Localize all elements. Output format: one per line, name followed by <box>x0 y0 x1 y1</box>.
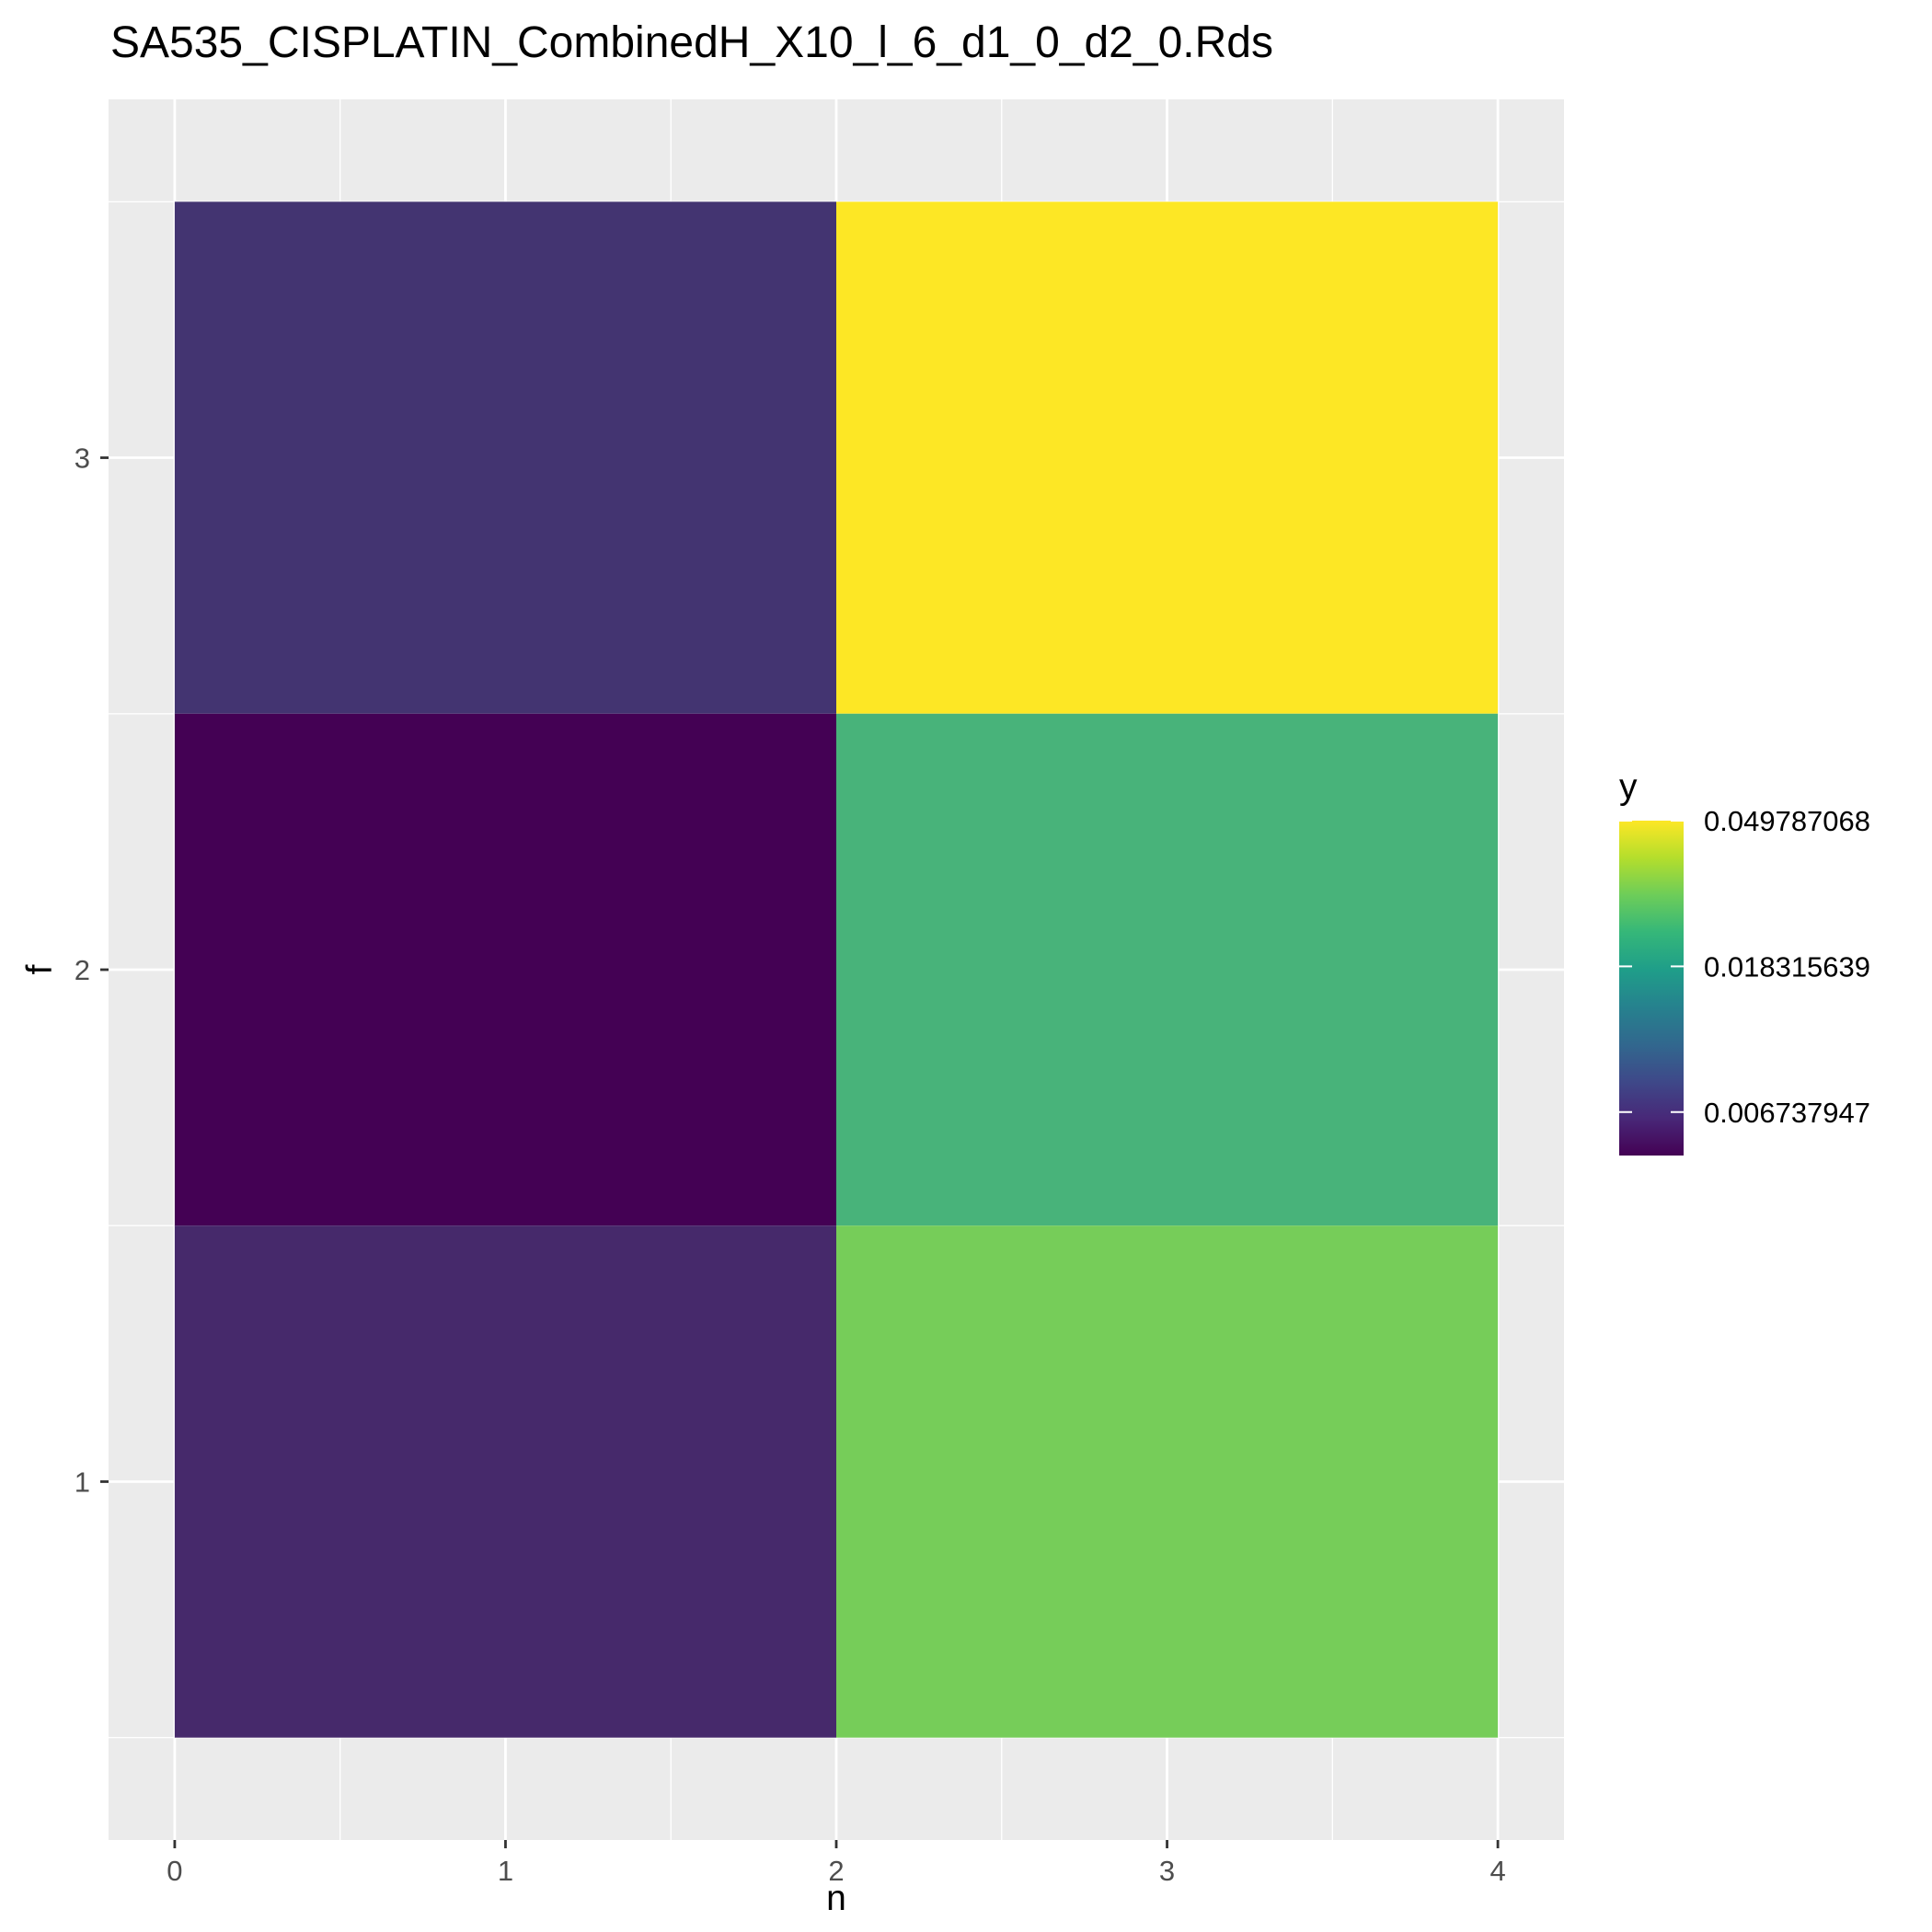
heatmap-tile <box>174 201 837 714</box>
y-axis-title: f <box>20 964 60 974</box>
legend-break-label: 0.018315639 <box>1704 950 1870 983</box>
heatmap-tile <box>836 1225 1499 1738</box>
x-tick-label: 1 <box>498 1855 513 1887</box>
x-tick-label: 4 <box>1489 1855 1505 1887</box>
legend-title: y <box>1619 767 1638 807</box>
heatmap-tile <box>174 1225 837 1738</box>
heatmap-tile <box>174 713 837 1226</box>
x-tick-label: 2 <box>828 1855 844 1887</box>
heatmap-tile <box>836 713 1499 1226</box>
heatmap-tiles <box>174 201 1499 1738</box>
legend-break-label: 0.006737947 <box>1704 1097 1870 1129</box>
y-tick-label: 1 <box>75 1466 90 1498</box>
legend-colorbar <box>1619 821 1684 1156</box>
x-tick-label: 0 <box>167 1855 182 1887</box>
y-tick-label: 3 <box>75 443 90 475</box>
chart-title: SA535_CISPLATIN_CombinedH_X10_l_6_d1_0_d… <box>110 18 1273 67</box>
color-legend: y 0.049787068 0.018315639 0.006737947 <box>1619 767 1870 1156</box>
y-axis: 1 2 3 <box>75 443 109 1498</box>
heatmap-tile <box>836 201 1499 714</box>
x-tick-label: 3 <box>1159 1855 1175 1887</box>
legend-break-label: 0.049787068 <box>1704 805 1870 837</box>
y-tick-label: 2 <box>75 954 90 986</box>
x-axis-title: n <box>826 1879 846 1918</box>
legend-ticks: 0.049787068 0.018315639 0.006737947 <box>1619 805 1870 1129</box>
x-axis: 0 1 2 3 4 <box>167 1840 1506 1887</box>
